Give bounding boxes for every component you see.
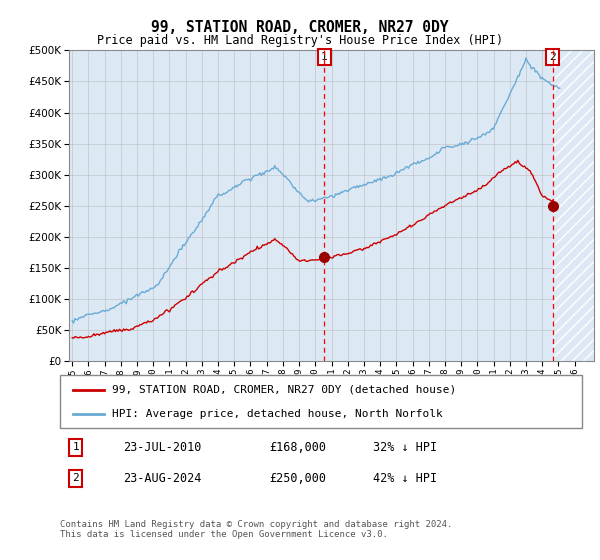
Text: HPI: Average price, detached house, North Norfolk: HPI: Average price, detached house, Nort… [112, 409, 443, 419]
Text: Contains HM Land Registry data © Crown copyright and database right 2024.
This d: Contains HM Land Registry data © Crown c… [60, 520, 452, 539]
Bar [553, 50, 594, 361]
Text: 2: 2 [72, 473, 79, 483]
FancyBboxPatch shape [60, 375, 582, 428]
Text: 23-AUG-2024: 23-AUG-2024 [122, 472, 201, 485]
Text: Price paid vs. HM Land Registry's House Price Index (HPI): Price paid vs. HM Land Registry's House … [97, 34, 503, 46]
Text: £250,000: £250,000 [269, 472, 326, 485]
Text: 2: 2 [549, 52, 556, 62]
Text: 32% ↓ HPI: 32% ↓ HPI [373, 441, 437, 454]
Text: 99, STATION ROAD, CROMER, NR27 0DY: 99, STATION ROAD, CROMER, NR27 0DY [151, 20, 449, 35]
Bar [553, 50, 594, 361]
Text: £168,000: £168,000 [269, 441, 326, 454]
Text: 1: 1 [72, 442, 79, 452]
Text: 42% ↓ HPI: 42% ↓ HPI [373, 472, 437, 485]
Text: 99, STATION ROAD, CROMER, NR27 0DY (detached house): 99, STATION ROAD, CROMER, NR27 0DY (deta… [112, 385, 457, 395]
Text: 1: 1 [321, 52, 328, 62]
Text: 23-JUL-2010: 23-JUL-2010 [122, 441, 201, 454]
